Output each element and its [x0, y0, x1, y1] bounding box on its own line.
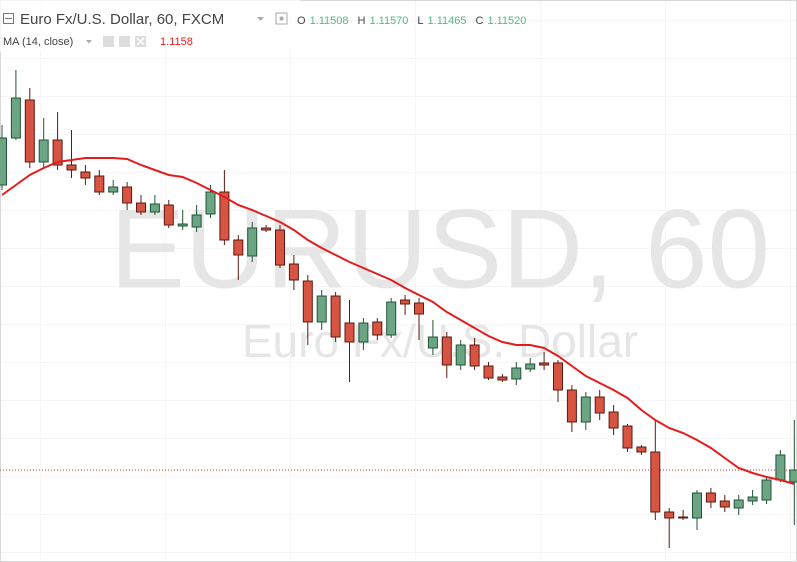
ma-current-value: 1.1158 — [160, 36, 193, 48]
candle-body — [316, 295, 327, 323]
candle-body — [400, 299, 411, 305]
candle-body — [427, 336, 438, 349]
candle-body — [566, 389, 577, 423]
candle-body — [191, 214, 202, 228]
candle-body — [136, 202, 146, 213]
candle-body — [789, 469, 797, 483]
dropdown[interactable] — [257, 17, 264, 21]
candle-body — [24, 99, 35, 163]
candle-body — [108, 186, 119, 193]
ohlc-value: 1.11465 — [428, 15, 467, 27]
candle-body — [761, 479, 772, 501]
candle-body — [80, 171, 91, 179]
candle-body — [358, 322, 369, 343]
candle-body — [288, 263, 299, 281]
eye-icon[interactable] — [275, 12, 288, 25]
ohlc-value: 1.11508 — [310, 15, 349, 27]
candle-body — [733, 499, 744, 509]
candle-body — [10, 97, 21, 139]
ma-settings[interactable] — [119, 36, 130, 47]
candle-body — [52, 139, 63, 166]
candle-body — [94, 175, 105, 193]
ohlc-label: L — [417, 15, 423, 27]
symbol-title[interactable]: Euro Fx/U.S. Dollar, 60, FXCM — [20, 11, 224, 28]
candle-body — [497, 376, 508, 381]
candle-body — [441, 336, 452, 366]
candle-body — [705, 492, 716, 503]
candle-body — [636, 446, 647, 453]
candle-body — [483, 365, 494, 379]
ohlc-label: H — [358, 15, 366, 27]
ohlc-legend: O 1.11508 H 1.11570 L 1.11465 C 1.11520 — [297, 15, 526, 27]
candle-body — [66, 164, 77, 171]
candle-body — [664, 511, 675, 519]
candle-body — [455, 344, 466, 366]
candle-body — [539, 362, 550, 366]
candle-body — [650, 451, 661, 513]
candle-body — [414, 302, 424, 315]
ohlc-label: O — [297, 15, 306, 27]
candle-body — [275, 229, 285, 266]
candle-body — [330, 295, 341, 338]
candle-body — [247, 227, 258, 257]
candle-body — [553, 362, 563, 391]
candle-body — [775, 454, 786, 481]
candle-body — [386, 301, 397, 336]
candle-body — [0, 137, 7, 186]
candle-body — [344, 322, 355, 343]
ma-dropdown[interactable] — [86, 40, 92, 44]
candle-body — [149, 203, 160, 213]
candle-body — [233, 239, 244, 256]
candle-body — [747, 496, 758, 502]
ohlc-value: 1.11520 — [487, 15, 526, 27]
candle-body — [622, 425, 633, 449]
candle-body — [38, 139, 49, 163]
candle-body — [719, 500, 730, 508]
candle-body — [608, 411, 619, 429]
plot — [0, 70, 797, 548]
ma-label[interactable]: MA (14, close) — [3, 36, 73, 48]
candle-body — [219, 191, 230, 241]
ma-eye[interactable] — [103, 36, 114, 47]
ma-line — [1, 157, 795, 485]
candle-body — [205, 191, 216, 215]
candle-body — [122, 186, 133, 204]
candle-body — [177, 223, 188, 227]
ohlc-value: 1.11570 — [369, 15, 408, 27]
ohlc-label: C — [476, 15, 484, 27]
candle-body — [678, 516, 689, 519]
candle-body — [580, 396, 591, 423]
candle-body — [302, 280, 313, 323]
candle-body — [261, 227, 272, 231]
candle-body — [525, 363, 536, 370]
candle-body — [469, 344, 480, 367]
candle-body — [594, 396, 605, 414]
candle-body — [692, 492, 702, 519]
ma-remove-x — [136, 37, 145, 46]
candle-body — [163, 204, 174, 226]
legend-bg — [0, 0, 300, 52]
candle-body — [372, 321, 383, 336]
watermark-subtitle: Euro Fx/U.S. Dollar — [242, 315, 638, 367]
eye-icon-dot — [279, 16, 284, 21]
candle-body — [511, 367, 522, 380]
collapse-icon[interactable] — [3, 13, 14, 24]
